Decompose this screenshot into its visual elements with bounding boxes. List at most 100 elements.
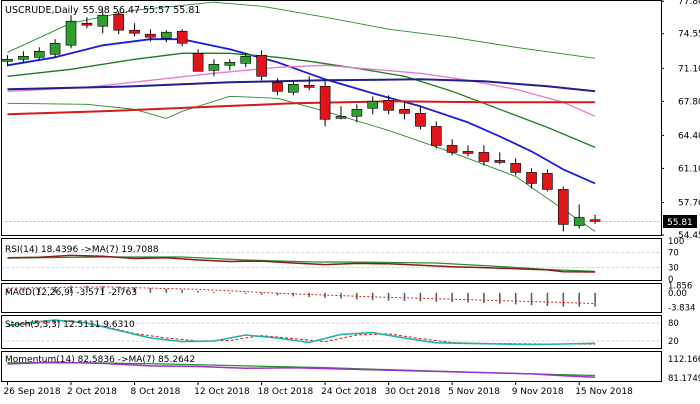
price-badge-text: 55.81	[667, 218, 693, 228]
macd-histogram-bar	[451, 292, 453, 303]
macd-histogram-bar	[562, 292, 565, 307]
overlay-ema_mid	[7, 52, 596, 148]
overlay-ma_navy	[7, 78, 596, 93]
candle-body-bull	[49, 42, 61, 55]
rsi-tick-label: 70	[668, 248, 679, 258]
candle	[367, 96, 379, 115]
candle-body-bull	[65, 20, 77, 46]
candle-body-bear	[81, 22, 93, 26]
time-tick-label: 30 Oct 2018	[385, 387, 441, 397]
stoch-label: Stoch(5,3,3) 12.5111 9.6310	[5, 320, 135, 330]
overlay-bb_lower	[7, 95, 596, 232]
candle-body-bear	[446, 145, 458, 153]
candle	[462, 145, 474, 157]
candle	[446, 139, 458, 156]
macd-histogram-bar	[276, 292, 279, 296]
candle	[351, 104, 363, 123]
stoch-tick-label: 20	[668, 337, 679, 347]
stoch-plot	[7, 319, 596, 346]
candle-body-bull	[161, 31, 172, 39]
candle	[272, 78, 283, 96]
time-tick-label: 9 Nov 2018	[512, 387, 564, 397]
rsi-plot	[7, 254, 596, 273]
momentum-plot	[7, 361, 596, 378]
macd-histogram-bar	[229, 292, 231, 294]
candle-body-bull	[33, 50, 45, 58]
macd-panel-frame	[1, 283, 662, 313]
macd-tick-label: -3.834	[668, 304, 695, 314]
candle-body-bull	[573, 217, 585, 226]
candle	[478, 145, 490, 166]
candle	[18, 51, 29, 64]
macd-histogram-bar	[435, 292, 438, 302]
candle-body-bear	[383, 100, 394, 111]
rsi-series-rsi_ma	[7, 256, 596, 273]
candle-body-bear	[256, 54, 267, 77]
panel-frames	[1, 0, 662, 382]
time-tick-label: 18 Oct 2018	[258, 387, 314, 397]
macd-histogram-bar	[514, 292, 517, 305]
candle	[161, 30, 172, 43]
time-tick-label: 26 Sep 2018	[4, 387, 61, 397]
candle	[65, 15, 77, 49]
momentum-tick-label: 112.1661	[668, 355, 700, 365]
candle	[510, 158, 522, 176]
candle-body-bear	[494, 160, 506, 163]
candle-body-bear	[542, 173, 553, 190]
ohlc-values: 55.98 56.47 55.57 55.81	[83, 5, 201, 16]
macd-histogram-bar	[117, 286, 120, 293]
candle-body-bear	[510, 163, 522, 173]
candle-body-bear	[192, 52, 204, 72]
macd-histogram-bar	[197, 290, 199, 293]
time-tick-label: 12 Oct 2018	[194, 387, 250, 397]
candle	[383, 95, 394, 115]
candle-body-bear	[526, 172, 537, 184]
price-tick-label: 64.40	[678, 131, 700, 141]
price-tick-label: 57.70	[678, 199, 700, 209]
chart-header: USCRUDE,Daily 55.98 56.47 55.57 55.81	[5, 5, 200, 16]
candle-body-bull	[351, 109, 363, 117]
candle-body-bull	[2, 58, 13, 62]
candle	[430, 121, 442, 149]
momentum-panel-frame	[1, 351, 662, 382]
candle	[97, 11, 109, 34]
time-axis: 26 Sep 2018 2 Oct 2018 8 Oct 2018 12 Oct 20…	[4, 381, 633, 397]
candle	[494, 152, 506, 165]
macd-histogram-bar	[387, 292, 390, 301]
macd-histogram-bar	[260, 292, 263, 295]
candle-body-bear	[113, 13, 124, 31]
time-tick-label: 2 Oct 2018	[67, 387, 117, 397]
macd-histogram-bar	[102, 286, 104, 293]
candle	[303, 76, 315, 91]
macd-histogram-bar	[403, 292, 406, 301]
macd-plot	[6, 285, 596, 307]
candle-body-bear	[557, 189, 569, 225]
rsi-series-rsi	[7, 254, 596, 273]
candle-body-bull	[18, 55, 29, 60]
momentum-label: Momentum(14) 82.5836 ->MA(7) 85.2642	[5, 355, 195, 365]
candle	[542, 169, 553, 192]
overlay-ma_pink	[7, 64, 596, 117]
candle	[335, 106, 347, 120]
macd-histogram-bar	[22, 288, 25, 293]
candle	[224, 59, 236, 71]
rsi-panel-frame	[1, 238, 662, 281]
macd-label: MACD(12,26,9) -3.571 -2.763	[5, 288, 137, 298]
macd-histogram-bar	[244, 292, 247, 294]
candle-body-bull	[287, 84, 299, 93]
current-price-badge: 55.81	[663, 215, 697, 228]
candle	[526, 168, 537, 189]
candle	[49, 39, 61, 58]
rsi-tick-label: 30	[668, 264, 679, 274]
macd-histogram-bar	[181, 289, 183, 293]
price-tick-label: 74.55	[678, 30, 700, 40]
macd-histogram-bar	[483, 292, 485, 303]
macd-histogram-bar	[70, 285, 72, 293]
candle	[573, 204, 585, 229]
candle-body-bear	[478, 152, 490, 162]
overlay-ema_fast	[7, 38, 596, 185]
candle	[287, 81, 299, 96]
